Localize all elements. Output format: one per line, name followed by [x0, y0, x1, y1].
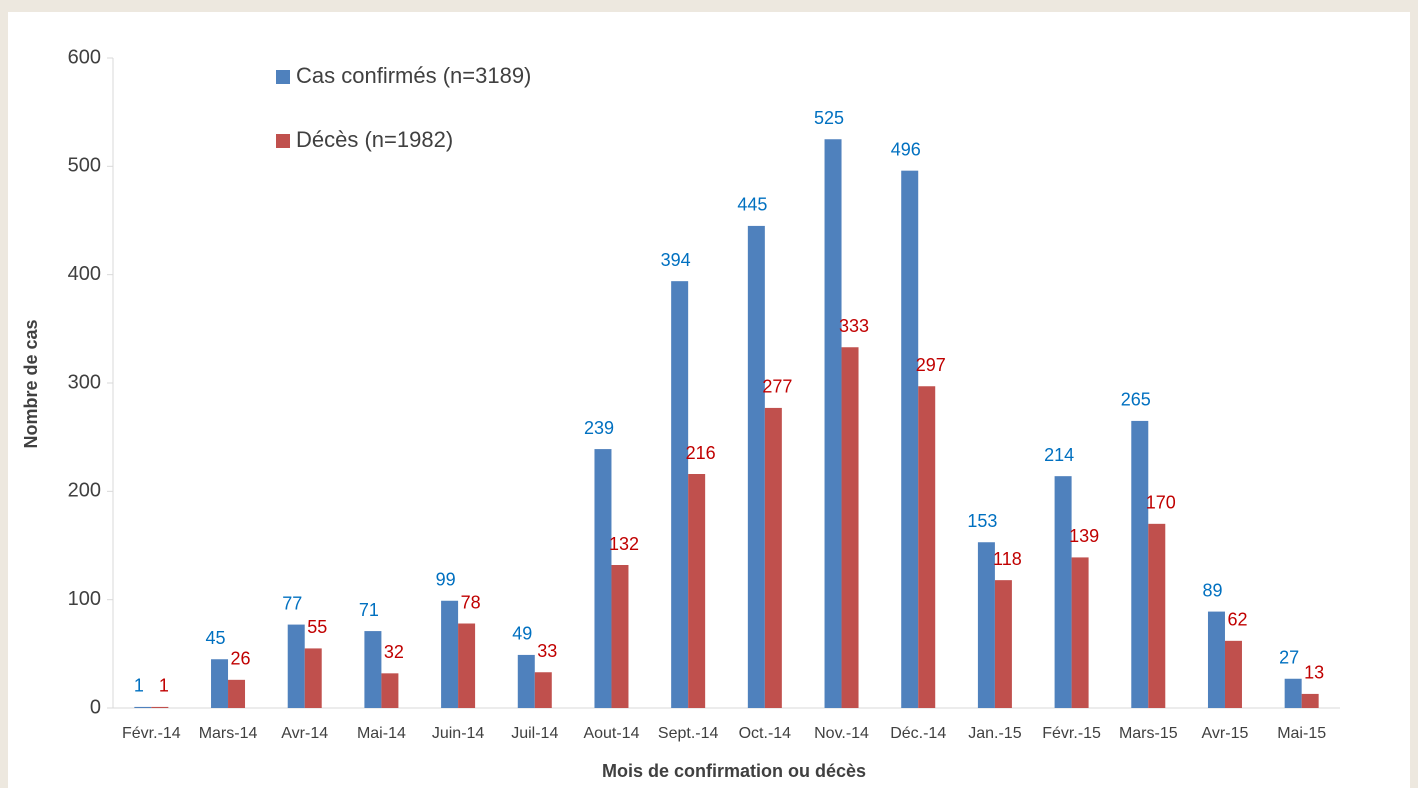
- value-label: 239: [584, 418, 614, 438]
- value-label: 394: [661, 250, 691, 270]
- bar: [458, 623, 476, 708]
- y-tick-label: 0: [90, 696, 101, 718]
- x-tick-label: Jan.-15: [968, 725, 1021, 742]
- chart-panel: [8, 12, 1410, 788]
- x-tick-label: Mars-15: [1119, 725, 1178, 742]
- x-tick-label: Févr.-15: [1042, 725, 1101, 742]
- bar: [1054, 476, 1072, 708]
- x-tick-label: Oct.-14: [739, 725, 792, 742]
- legend-swatch: [276, 70, 290, 84]
- bar: [594, 449, 612, 708]
- bar: [994, 580, 1012, 708]
- value-label: 1: [134, 676, 144, 696]
- bar: [747, 225, 765, 708]
- bar: [1071, 557, 1089, 708]
- x-axis-label: Mois de confirmation ou décès: [602, 761, 866, 781]
- value-label: 216: [686, 443, 716, 463]
- legend-label: Cas confirmés (n=3189): [296, 63, 531, 88]
- value-label: 99: [436, 570, 456, 590]
- y-axis-label: Nombre de cas: [21, 319, 41, 448]
- bar: [1131, 420, 1149, 708]
- bar: [1301, 693, 1319, 708]
- bar: [381, 673, 399, 708]
- y-tick-label: 300: [68, 371, 101, 393]
- bar: [151, 706, 169, 708]
- bar: [517, 654, 535, 708]
- bar: [671, 281, 689, 708]
- value-label: 445: [737, 195, 767, 215]
- y-tick-label: 600: [68, 46, 101, 68]
- bar: [134, 706, 152, 708]
- bar: [211, 659, 229, 708]
- x-tick-label: Avr-14: [281, 725, 328, 742]
- bar: [441, 600, 459, 708]
- value-label: 153: [967, 511, 997, 531]
- value-label: 89: [1202, 580, 1222, 600]
- x-tick-label: Nov.-14: [814, 725, 869, 742]
- value-label: 132: [609, 534, 639, 554]
- bar: [228, 679, 246, 708]
- bar: [901, 170, 919, 708]
- bar: [764, 407, 782, 708]
- x-tick-label: Sept.-14: [658, 725, 719, 742]
- value-label: 214: [1044, 445, 1074, 465]
- x-tick-label: Aout-14: [583, 725, 639, 742]
- value-label: 496: [891, 139, 921, 159]
- bar: [688, 474, 706, 708]
- value-label: 78: [461, 592, 481, 612]
- value-label: 55: [307, 617, 327, 637]
- x-tick-label: Avr-15: [1202, 725, 1249, 742]
- legend-swatch: [276, 134, 290, 148]
- x-tick-label: Juin-14: [432, 725, 485, 742]
- bar: [1224, 640, 1242, 708]
- value-label: 49: [512, 624, 532, 644]
- value-label: 71: [359, 600, 379, 620]
- value-label: 333: [839, 316, 869, 336]
- bar: [841, 347, 859, 708]
- value-label: 139: [1069, 526, 1099, 546]
- value-label: 26: [231, 649, 251, 669]
- x-tick-label: Déc.-14: [890, 725, 946, 742]
- value-label: 525: [814, 108, 844, 128]
- value-label: 13: [1304, 663, 1324, 683]
- value-label: 170: [1146, 493, 1176, 513]
- bar: [287, 624, 305, 708]
- value-label: 277: [762, 377, 792, 397]
- bar: [1207, 611, 1225, 708]
- value-label: 265: [1121, 390, 1151, 410]
- y-tick-label: 200: [68, 480, 101, 502]
- x-tick-label: Juil-14: [511, 725, 558, 742]
- bar: [364, 631, 382, 708]
- x-tick-label: Mai-14: [357, 725, 406, 742]
- value-label: 33: [537, 641, 557, 661]
- y-tick-label: 500: [68, 155, 101, 177]
- bar: [534, 672, 552, 708]
- x-tick-label: Févr.-14: [122, 725, 181, 742]
- y-tick-label: 100: [68, 588, 101, 610]
- value-label: 27: [1279, 648, 1299, 668]
- value-label: 297: [916, 355, 946, 375]
- x-tick-label: Mars-14: [199, 725, 258, 742]
- value-label: 1: [159, 676, 169, 696]
- value-label: 77: [282, 593, 302, 613]
- bar: [1284, 678, 1302, 708]
- bar: [977, 542, 995, 708]
- value-label: 45: [206, 628, 226, 648]
- y-tick-label: 400: [68, 263, 101, 285]
- value-label: 118: [993, 549, 1022, 569]
- bar: [611, 565, 629, 708]
- legend-label: Décès (n=1982): [296, 127, 453, 152]
- value-label: 32: [384, 642, 404, 662]
- bar: [1148, 523, 1166, 708]
- value-label: 62: [1227, 610, 1247, 630]
- bar: [824, 139, 842, 708]
- bar: [304, 648, 322, 708]
- bar: [918, 386, 936, 708]
- x-tick-label: Mai-15: [1277, 725, 1326, 742]
